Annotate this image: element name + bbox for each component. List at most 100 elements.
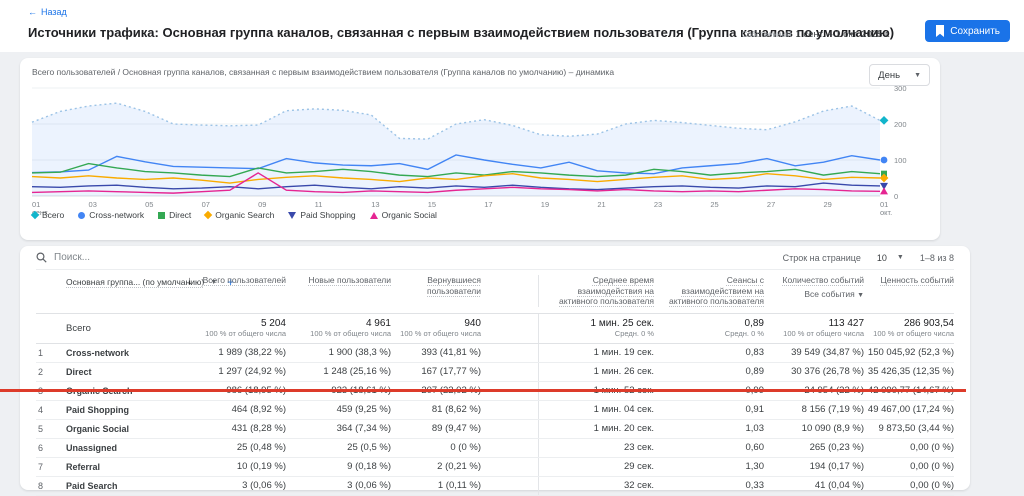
metric-cell: 1 (0,11 %) — [437, 480, 481, 492]
table-body: 1 Cross-network 1 989 (38,22 %) 1 900 (38,3… — [36, 343, 954, 496]
save-button[interactable]: Сохранить — [925, 20, 1010, 42]
rows-per-page-select[interactable]: 10 ▼ — [877, 253, 904, 263]
table-row[interactable]: 7 Referral 10 (0,19 %) 9 (0,18 %) 2 (0,21 %)… — [36, 457, 954, 477]
table-row[interactable]: 1 Cross-network 1 989 (38,22 %) 1 900 (38,3… — [36, 343, 954, 363]
totals-sub-label: Средн. 0 % — [724, 329, 764, 339]
metric-cell: 1,30 — [745, 461, 765, 473]
granularity-dropdown[interactable]: День ▼ — [869, 64, 930, 86]
app-header: ← Назад Источники трафика: Основная групп… — [0, 0, 1024, 52]
metric-cell: 0,91 — [745, 404, 765, 416]
metric-cell: 89 (9,47 %) — [431, 423, 481, 435]
legend-item[interactable]: Cross-network — [78, 210, 144, 220]
date-range[interactable]: Собственный 1 сент. – 1 окт. 2025 г. — [741, 29, 890, 40]
channel-name: Paid Shopping — [66, 404, 129, 415]
legend-marker-icon — [30, 210, 40, 220]
metric-cell: 0,89 — [745, 366, 765, 378]
channel-name: Unassigned — [66, 442, 118, 453]
pagination-range: 1–8 из 8 — [919, 252, 954, 263]
table-row[interactable]: 6 Unassigned 25 (0,48 %) 25 (0,5 %) 0 (0 %) 2… — [36, 438, 954, 458]
metric-cell: 1 248 (25,16 %) — [323, 366, 391, 378]
metric-cell: 3 (0,06 %) — [347, 480, 391, 492]
column-header: Количество событий Все события ▼ — [764, 275, 864, 300]
table-toolbar: Строк на странице 10 ▼ 1–8 из 8 — [36, 246, 954, 270]
legend-marker-icon — [369, 211, 378, 219]
legend-marker-icon — [288, 211, 297, 219]
table-row[interactable]: 8 Paid Search 3 (0,06 %) 3 (0,06 %) 1 (0,11 … — [36, 476, 954, 496]
legend-item[interactable]: Organic Search — [204, 210, 274, 220]
dimension-header: Основная группа... (по умолчанию) ▼ + — [66, 275, 234, 289]
metric-cell: 0,00 (0 %) — [910, 480, 954, 492]
column-header: ↓ Всего пользователей — [187, 275, 286, 287]
dimension-header-label[interactable]: Основная группа... (по умолчанию) — [66, 277, 205, 287]
legend-marker-icon — [78, 211, 86, 219]
column-group-divider — [481, 343, 539, 362]
column-group-divider — [481, 362, 539, 381]
table-row[interactable]: 2 Direct 1 297 (24,92 %) 1 248 (25,16 %) 167… — [36, 362, 954, 382]
metric-cell: 194 (0,17 %) — [809, 461, 864, 473]
column-header-label[interactable]: Ценность событий — [880, 275, 954, 285]
column-header-label[interactable]: Всего пользователей — [202, 275, 286, 285]
legend-item[interactable]: Direct — [158, 210, 191, 220]
x-axis-tick: 23 — [654, 200, 662, 209]
series-end-marker — [879, 116, 889, 125]
row-number: 5 — [38, 423, 44, 434]
event-filter-dropdown[interactable]: Все события ▼ — [764, 289, 864, 301]
chevron-down-icon[interactable]: ▼ — [210, 278, 218, 286]
sort-descending-icon[interactable]: ↓ — [187, 275, 193, 287]
metric-cell: 2 (0,21 %) — [437, 461, 481, 473]
metric-cell: 1 мин. 04 сек. — [593, 404, 654, 416]
x-axis-tick: 03 — [89, 200, 97, 209]
data-table-card: Строк на странице 10 ▼ 1–8 из 8 Основная… — [20, 246, 970, 496]
metric-cell: 10 090 (8,9 %) — [801, 423, 864, 435]
row-number: 2 — [38, 366, 44, 377]
metric-cell: 1 989 (38,22 %) — [218, 347, 286, 359]
column-header-label[interactable]: Сеансы с взаимодействием на активного по… — [669, 275, 764, 307]
column-header-label[interactable]: Вернувшиеся пользователи — [427, 275, 481, 296]
table-totals-row: Всего 5 204 100 % от общего числа 4 961 100 … — [36, 313, 954, 344]
totals-sub-label: 100 % от общего числа — [400, 329, 481, 339]
search-box[interactable] — [36, 252, 783, 263]
column-header-label[interactable]: Новые пользователи — [308, 275, 391, 285]
column-header: Сеансы с взаимодействием на активного по… — [654, 275, 764, 307]
pagination-controls: Строк на странице 10 ▼ 1–8 из 8 — [783, 253, 954, 263]
metric-cell: 1 мин. 20 сек. — [593, 423, 654, 435]
metric-cell: 32 сек. — [623, 480, 654, 492]
column-group-divider — [481, 419, 539, 438]
metric-cell: 39 549 (34,87 %) — [791, 347, 864, 359]
legend-label: Paid Shopping — [300, 210, 356, 220]
metric-cell: 0,83 — [745, 347, 765, 359]
metric-cell: 265 (0,23 %) — [809, 442, 864, 454]
x-axis-tick: 01 — [32, 200, 40, 209]
add-dimension-button[interactable]: + — [227, 275, 235, 289]
legend-item[interactable]: Paid Shopping — [288, 210, 356, 220]
totals-sub-label: 100 % от общего числа — [205, 329, 286, 339]
search-input[interactable] — [54, 252, 354, 263]
back-link[interactable]: ← Назад — [28, 7, 67, 17]
metric-cell: 3 (0,06 %) — [242, 480, 286, 492]
row-number: 7 — [38, 461, 44, 472]
metric-cell: 30 376 (26,78 %) — [791, 366, 864, 378]
totals-value: 0,89 — [744, 318, 764, 330]
legend-item[interactable]: Всего — [30, 210, 64, 220]
metric-cell: 25 (0,5 %) — [347, 442, 391, 454]
x-axis-tick: окт. — [880, 208, 892, 217]
metric-cell: 1 мин. 19 сек. — [593, 347, 654, 359]
x-axis-tick: 29 — [823, 200, 831, 209]
save-label: Сохранить — [950, 25, 1000, 37]
table-row[interactable]: 5 Organic Social 431 (8,28 %) 364 (7,34 %) 8… — [36, 419, 954, 439]
metric-cell: 8 156 (7,19 %) — [801, 404, 864, 416]
legend-item[interactable]: Organic Social — [369, 210, 437, 220]
totals-value: 5 204 — [260, 318, 286, 330]
legend-label: Direct — [169, 210, 192, 220]
channel-name: Organic Social — [66, 423, 130, 434]
y-axis-tick: 100 — [894, 156, 907, 165]
column-header-label[interactable]: Количество событий — [782, 275, 864, 285]
metric-cell: 29 сек. — [623, 461, 654, 473]
totals-value: 286 903,54 — [903, 318, 954, 330]
metric-cell: 41 (0,04 %) — [814, 480, 864, 492]
chevron-down-icon: ▼ — [896, 254, 904, 261]
table-row[interactable]: 4 Paid Shopping 464 (8,92 %) 459 (9,25 %) 81… — [36, 400, 954, 420]
red-annotation-line — [0, 389, 966, 392]
totals-value: 940 — [464, 318, 481, 330]
column-header-label[interactable]: Среднее время взаимодействия на активног… — [559, 275, 654, 307]
